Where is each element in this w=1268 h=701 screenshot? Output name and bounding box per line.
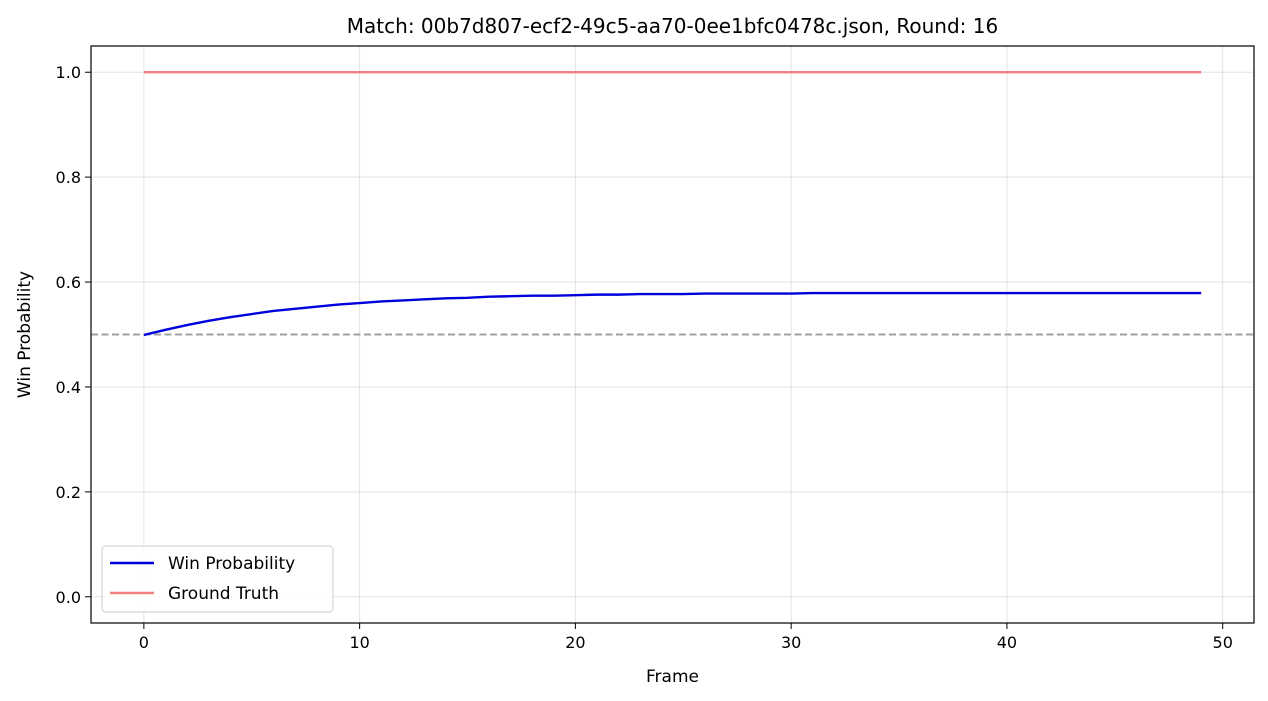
y-axis-title: Win Probability [15, 271, 35, 398]
legend-label-ground-truth: Ground Truth [168, 584, 279, 604]
chart-title: Match: 00b7d807-ecf2-49c5-aa70-0ee1bfc04… [347, 14, 998, 38]
y-tick-label: 0.8 [56, 168, 81, 187]
legend-label-win-probability: Win Probability [168, 554, 295, 574]
x-axis-title: Frame [646, 667, 699, 687]
x-tick-label: 50 [1213, 633, 1233, 652]
series-line-0 [143, 291, 1202, 337]
series-layer [143, 71, 1202, 337]
x-tick-label: 0 [139, 633, 149, 652]
x-tick-label: 30 [781, 633, 801, 652]
y-tick-label: 0.2 [56, 483, 81, 502]
legend-box [101, 545, 334, 613]
plot-area-frame [90, 45, 1255, 624]
legend: Win Probability Ground Truth [101, 545, 334, 613]
x-tick-label: 40 [997, 633, 1017, 652]
ticks: 0 10 20 30 40 50 0.0 0.2 0.4 0.6 0.8 1.0 [56, 63, 1233, 652]
y-tick-label: 0.0 [56, 588, 81, 607]
y-tick-label: 1.0 [56, 63, 81, 82]
x-tick-label: 10 [349, 633, 369, 652]
x-tick-label: 20 [565, 633, 585, 652]
y-tick-label: 0.6 [56, 273, 81, 292]
y-tick-label: 0.4 [56, 378, 81, 397]
